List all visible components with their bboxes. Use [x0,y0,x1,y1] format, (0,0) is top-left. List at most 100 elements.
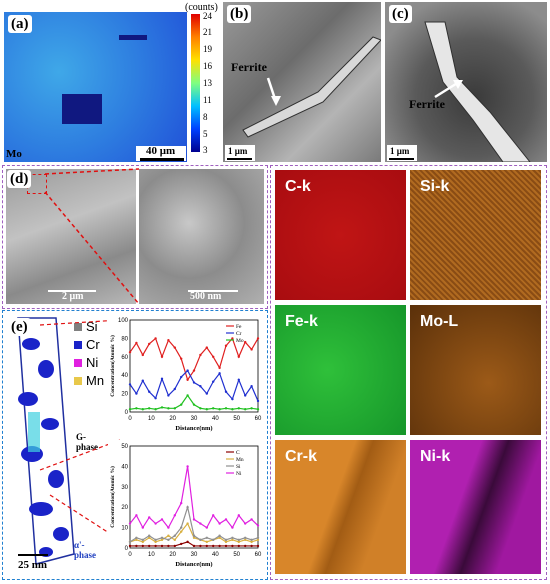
legend-label-c: C [236,450,240,456]
legend-item-mn: Mn [74,372,104,390]
eds-map-c-label: C-k [285,178,311,195]
data-point-c [205,544,208,548]
data-point-si [186,506,189,509]
scale-bar-box-a [136,146,186,161]
x-tick-label: 40 [212,552,219,558]
panel-a-label: (a) [8,15,32,33]
data-point-mn [148,536,151,539]
data-point-ni [244,522,247,525]
data-point-si [224,538,228,542]
scale-label-a: 40 μm [146,145,176,157]
data-point-ni [212,514,215,517]
data-point-mo [199,407,202,410]
data-point-mn [160,538,164,542]
colorbar-tick: 3 [203,145,208,155]
series-line-cr [129,369,259,402]
ferrite-arrow-b [266,77,281,106]
legend-swatch-ni [74,359,82,367]
data-point-mo [128,408,132,411]
mo-depletion-line [119,35,147,40]
panel-c-label: (c) [389,5,412,23]
data-point-mn [154,540,157,544]
panel-e-legend: Si Cr Ni Mn [74,318,104,390]
eds-map-cr: Cr-k [275,440,406,574]
x-tick-label: 60 [255,416,262,422]
scale-label-d-left: 2 μm [62,291,84,302]
eds-map-ni: Ni-k [410,440,541,574]
data-point-c [212,544,215,548]
scale-bar-d-right [188,290,238,292]
scale-bar-box-b [225,145,255,161]
data-point-si [160,536,164,539]
data-point-c [231,544,234,548]
y-tick-label: 0 [125,410,129,416]
colorbar-tick: 11 [203,95,212,105]
g-phase-label: G-phase [76,432,99,452]
alpha-phase-label: α'-phase [74,540,97,560]
colorbar-tick: 8 [203,112,208,122]
data-point-cr [244,394,247,397]
ferrite-label-b: Ferrite [231,60,267,74]
data-point-c [218,544,221,548]
eds-map-si-label: Si-k [420,178,450,195]
data-point-fe [160,355,164,358]
data-point-mn [250,540,253,544]
x-tick-label: 50 [233,416,240,422]
data-point-si [244,536,247,539]
mo-element-label: Mo [6,148,22,160]
legend-label-ni: Ni [236,471,242,477]
scale-label-e: 25 nm [18,559,48,571]
y-tick-label: 20 [121,505,128,511]
data-point-cr [141,379,144,382]
data-point-mo [148,407,151,410]
eds-map-cr-label: Cr-k [285,448,318,465]
x-tick-label: 0 [128,416,132,422]
plot-frame [129,445,259,549]
data-point-mn [224,540,228,544]
data-point-fe [128,351,132,354]
data-point-mo [192,403,196,406]
data-point-ni [141,526,144,529]
panel-c: (c) Ferrite 1 μm [385,2,547,162]
data-point-fe [180,357,183,360]
y-axis-label: Concentration(Atomic %) [109,466,116,528]
data-point-mn [180,530,183,533]
data-point-mo [231,408,234,411]
data-point-fe [173,346,176,349]
chart-top: 0 10 20 30 40 50 60 0 20 40 60 80 100 Distance(nm) Con… [108,314,262,434]
data-point-c [154,544,157,548]
data-point-mo [237,407,240,410]
data-point-fe [154,337,157,340]
data-point-ni [160,518,164,521]
data-point-c [250,544,253,548]
panel-e-label: (e) [8,318,31,336]
y-tick-label: 80 [121,336,128,342]
data-point-cr [128,383,132,386]
y-tick-label: 30 [121,485,128,491]
scale-bar-e [18,554,48,556]
panel-d-right [139,169,264,304]
data-point-cr [237,378,240,381]
data-point-fe [148,342,151,346]
data-point-cr [212,380,215,383]
counts-title: (counts) [185,2,218,13]
scale-bar-a [140,158,184,161]
data-point-ni [218,522,221,525]
data-point-cr [167,394,170,397]
data-point-cr [186,369,189,372]
data-point-fe [192,369,196,372]
data-point-c [173,544,176,548]
data-point-si [128,540,132,544]
panel-b-label: (b) [227,5,252,23]
ferrite-label-c: Ferrite [409,97,445,111]
data-point-mo [135,407,138,410]
data-point-si [148,534,151,537]
legend-text-si: Si [86,319,98,334]
data-point-mo [167,407,170,410]
data-point-c [192,544,196,548]
data-point-mo [218,408,221,411]
scale-bar-b [227,158,252,160]
colorbar-tick: 5 [203,129,208,139]
data-point-si [199,538,202,542]
legend-text-mn: Mn [86,373,105,388]
